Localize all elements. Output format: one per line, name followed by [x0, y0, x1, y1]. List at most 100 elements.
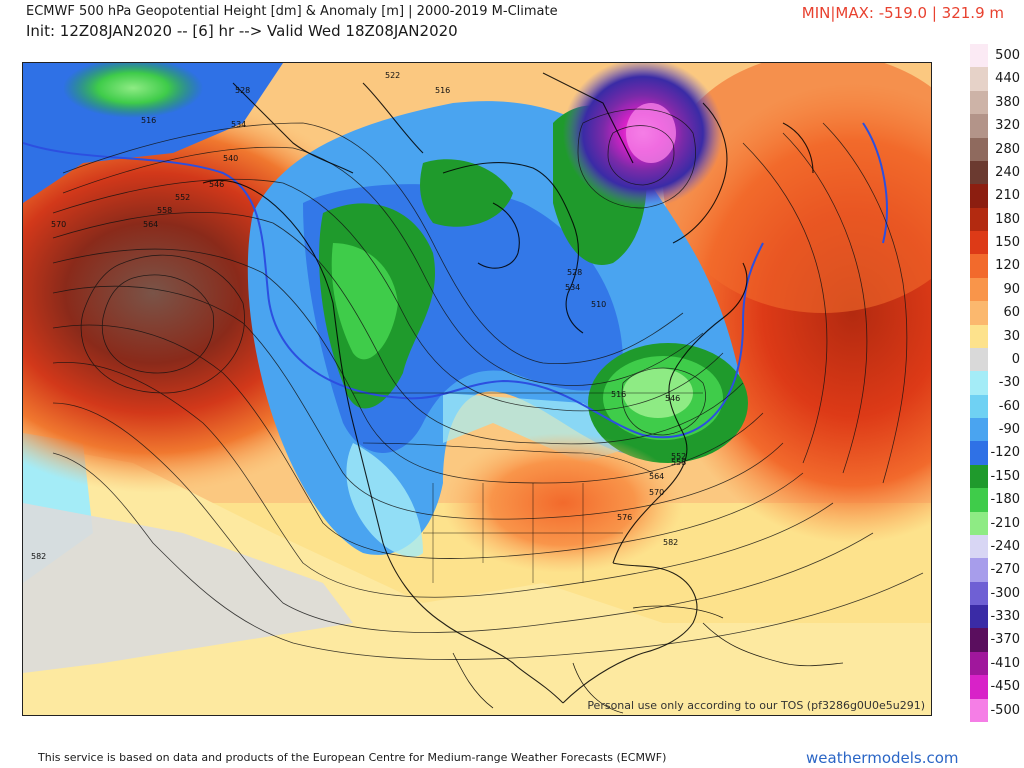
- legend-label: 320: [995, 118, 1020, 134]
- legend-entry: -410: [970, 651, 1020, 676]
- contour-label: 552: [671, 452, 686, 461]
- legend-swatch: [970, 651, 988, 676]
- legend-entry: -330: [970, 605, 1020, 629]
- legend-entry: -30: [970, 371, 1020, 395]
- legend-swatch: [970, 301, 988, 325]
- anomaly-map: 522 516 528 534 516 540 546 552 558 564 …: [22, 62, 932, 716]
- legend-entry: -210: [970, 511, 1020, 535]
- legend-label: 90: [1003, 281, 1020, 297]
- contour-label: 582: [31, 552, 46, 561]
- legend-swatch: [970, 347, 988, 372]
- legend-swatch: [970, 605, 988, 629]
- color-legend: 500 440 380 320 280 240 210 180 150 120 90 60 30 0 -30…: [970, 44, 1020, 722]
- contour-label: 528: [235, 86, 250, 95]
- legend-label: -240: [990, 538, 1020, 554]
- legend-swatch: [970, 534, 988, 559]
- watermark: Personal use only according to our TOS (…: [587, 699, 925, 712]
- legend-swatch: [970, 44, 988, 68]
- legend-swatch: [970, 581, 988, 606]
- legend-entry: 440: [970, 67, 1020, 91]
- contour-label: 510: [591, 300, 606, 309]
- legend-swatch: [970, 371, 988, 395]
- legend-label: -370: [990, 632, 1020, 648]
- contour-label: 570: [649, 488, 664, 497]
- legend-label: -60: [998, 398, 1020, 414]
- legend-entry: 280: [970, 137, 1020, 161]
- legend-entry: -300: [970, 581, 1020, 606]
- legend-swatch: [970, 441, 988, 465]
- legend-label: -410: [990, 655, 1020, 671]
- legend-label: -150: [990, 468, 1020, 484]
- legend-entry: -150: [970, 464, 1020, 489]
- legend-swatch: [970, 511, 988, 535]
- legend-swatch: [970, 254, 988, 278]
- contour-label: 558: [157, 206, 172, 215]
- legend-label: -210: [990, 515, 1020, 531]
- contour-label: 546: [209, 180, 224, 189]
- legend-swatch: [970, 114, 988, 138]
- legend-entry: -270: [970, 558, 1020, 582]
- contour-label: 570: [51, 220, 66, 229]
- legend-label: 280: [995, 141, 1020, 157]
- legend-entry: 380: [970, 90, 1020, 115]
- legend-swatch: [970, 394, 988, 419]
- legend-label: -90: [998, 422, 1020, 438]
- contour-label: 546: [665, 394, 680, 403]
- legend-entry: -180: [970, 488, 1020, 512]
- legend-entry: 90: [970, 277, 1020, 302]
- legend-entry: -120: [970, 441, 1020, 465]
- chart-subtitle: Init: 12Z08JAN2020 -- [6] hr --> Valid W…: [26, 22, 458, 40]
- legend-entry: -60: [970, 394, 1020, 419]
- legend-label: 150: [995, 235, 1020, 251]
- legend-entry: -450: [970, 675, 1020, 699]
- legend-swatch: [970, 558, 988, 582]
- legend-entry: -500: [970, 698, 1020, 722]
- legend-entry: 320: [970, 114, 1020, 138]
- legend-label: 440: [995, 71, 1020, 87]
- legend-label: 240: [995, 164, 1020, 180]
- legend-label: 30: [1003, 328, 1020, 344]
- legend-entry: 240: [970, 160, 1020, 185]
- legend-swatch: [970, 277, 988, 302]
- legend-label: -180: [990, 492, 1020, 508]
- legend-label: 0: [1011, 351, 1020, 367]
- legend-swatch: [970, 184, 988, 208]
- contour-label: 534: [565, 283, 580, 292]
- legend-entry: 500: [970, 44, 1020, 68]
- legend-label: 120: [995, 258, 1020, 274]
- legend-swatch: [970, 675, 988, 699]
- legend-label: 380: [995, 94, 1020, 110]
- contour-label: 528: [567, 268, 582, 277]
- legend-label: 60: [1003, 305, 1020, 321]
- legend-entry: -370: [970, 628, 1020, 652]
- legend-label: 180: [995, 211, 1020, 227]
- legend-label: -330: [990, 609, 1020, 625]
- attribution-text: This service is based on data and produc…: [38, 751, 667, 764]
- legend-swatch: [970, 160, 988, 185]
- contour-label: 540: [223, 154, 238, 163]
- legend-swatch: [970, 418, 988, 442]
- legend-label: -450: [990, 679, 1020, 695]
- legend-swatch: [970, 137, 988, 161]
- contour-label: 516: [611, 390, 626, 399]
- contour-label: 522: [385, 71, 400, 80]
- legend-swatch: [970, 231, 988, 255]
- min-max-readout: MIN|MAX: -519.0 | 321.9 m: [801, 4, 1004, 22]
- legend-entry: 60: [970, 301, 1020, 325]
- legend-entry: 0: [970, 347, 1020, 372]
- legend-label: 210: [995, 188, 1020, 204]
- contour-label: 534: [231, 120, 246, 129]
- contour-label: 516: [435, 86, 450, 95]
- legend-swatch: [970, 324, 988, 348]
- legend-entry: 30: [970, 324, 1020, 348]
- contour-label: 552: [175, 193, 190, 202]
- contour-label: 558: [671, 458, 686, 467]
- legend-label: 500: [995, 48, 1020, 63]
- legend-swatch: [970, 207, 988, 232]
- map-canvas: 522 516 528 534 516 540 546 552 558 564 …: [23, 63, 931, 715]
- legend-swatch: [970, 67, 988, 91]
- legend-swatch: [970, 698, 988, 722]
- site-link[interactable]: weathermodels.com: [806, 749, 959, 767]
- legend-label: -300: [990, 585, 1020, 601]
- legend-entry: 210: [970, 184, 1020, 208]
